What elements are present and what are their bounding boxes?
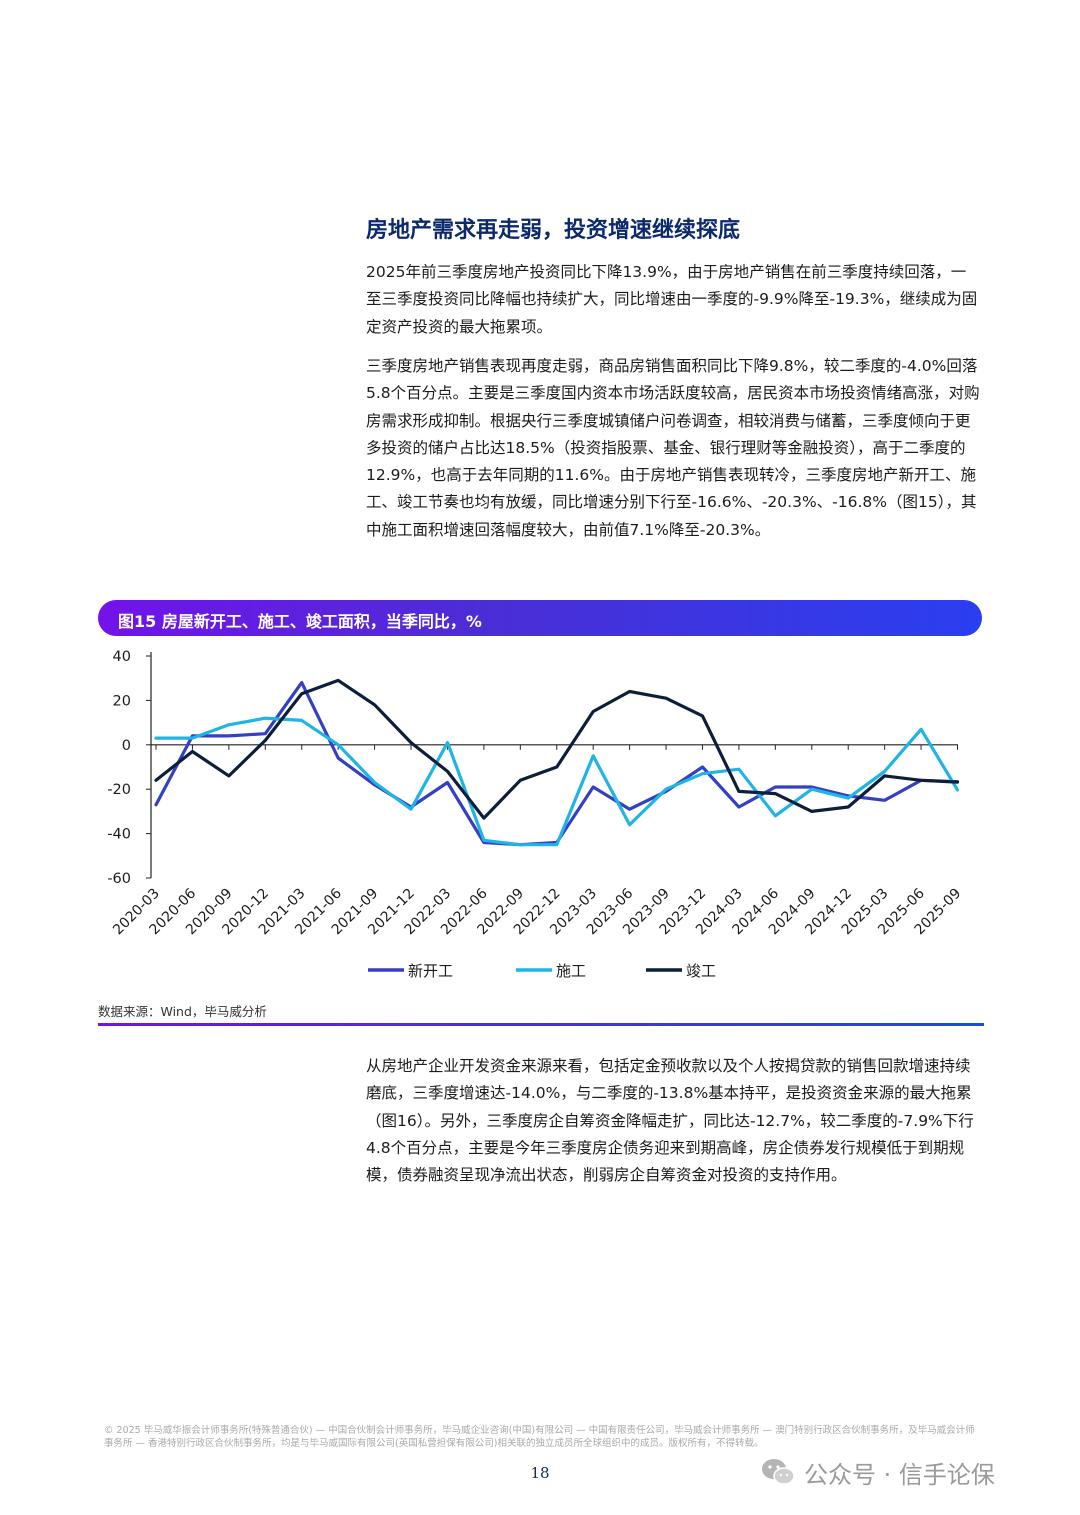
y-tick-label: 0	[122, 738, 131, 754]
figure-title-banner: 图15 房屋新开工、施工、竣工面积，当季同比，%	[98, 600, 982, 636]
source-divider	[98, 1023, 984, 1026]
page-number: 18	[530, 1464, 550, 1482]
figure-title: 图15 房屋新开工、施工、竣工面积，当季同比，%	[118, 612, 482, 631]
watermark-text: 公众号 · 信手论保	[804, 1460, 995, 1489]
section-heading: 房地产需求再走弱，投资增速继续探底	[366, 218, 741, 243]
y-tick-label: -40	[107, 827, 131, 843]
paragraph-3: 从房地产企业开发资金来源来看，包括定金预收款以及个人按揭贷款的销售回款增速持续磨…	[366, 1057, 974, 1185]
series-line-3	[154, 678, 960, 820]
y-tick-label: 40	[113, 649, 131, 665]
legend-label: 施工	[556, 962, 586, 980]
paragraph-1: 2025年前三季度房地产投资同比下降13.9%，由于房地产销售在前三季度持续回落…	[366, 263, 978, 336]
chart-legend: 新开工 施工 竣工	[368, 962, 716, 980]
y-tick-label: -60	[107, 871, 131, 887]
series-lines	[154, 678, 960, 847]
y-tick-label: 20	[113, 693, 131, 709]
y-tick-label: -20	[107, 782, 131, 798]
legend-label: 新开工	[408, 962, 453, 980]
legend-label: 竣工	[686, 962, 716, 980]
watermark: 公众号 · 信手论保	[760, 1455, 995, 1489]
series-line-1	[154, 680, 960, 847]
chart-axes	[150, 652, 958, 878]
data-source: 数据来源：Wind，毕马威分析	[98, 1004, 267, 1019]
series-line-2	[154, 716, 960, 847]
wechat-icon	[762, 1459, 795, 1485]
paragraph-2: 三季度房地产销售表现再度走弱，商品房销售面积同比下降9.8%，较二季度的-4.0…	[366, 357, 980, 539]
y-tick-labels: 40 20 0 -20 -40 -60	[107, 649, 151, 887]
copyright-note: © 2025 毕马威华振会计师事务所(特殊普通合伙) — 中国合伙制会计师事务所…	[104, 1425, 975, 1449]
